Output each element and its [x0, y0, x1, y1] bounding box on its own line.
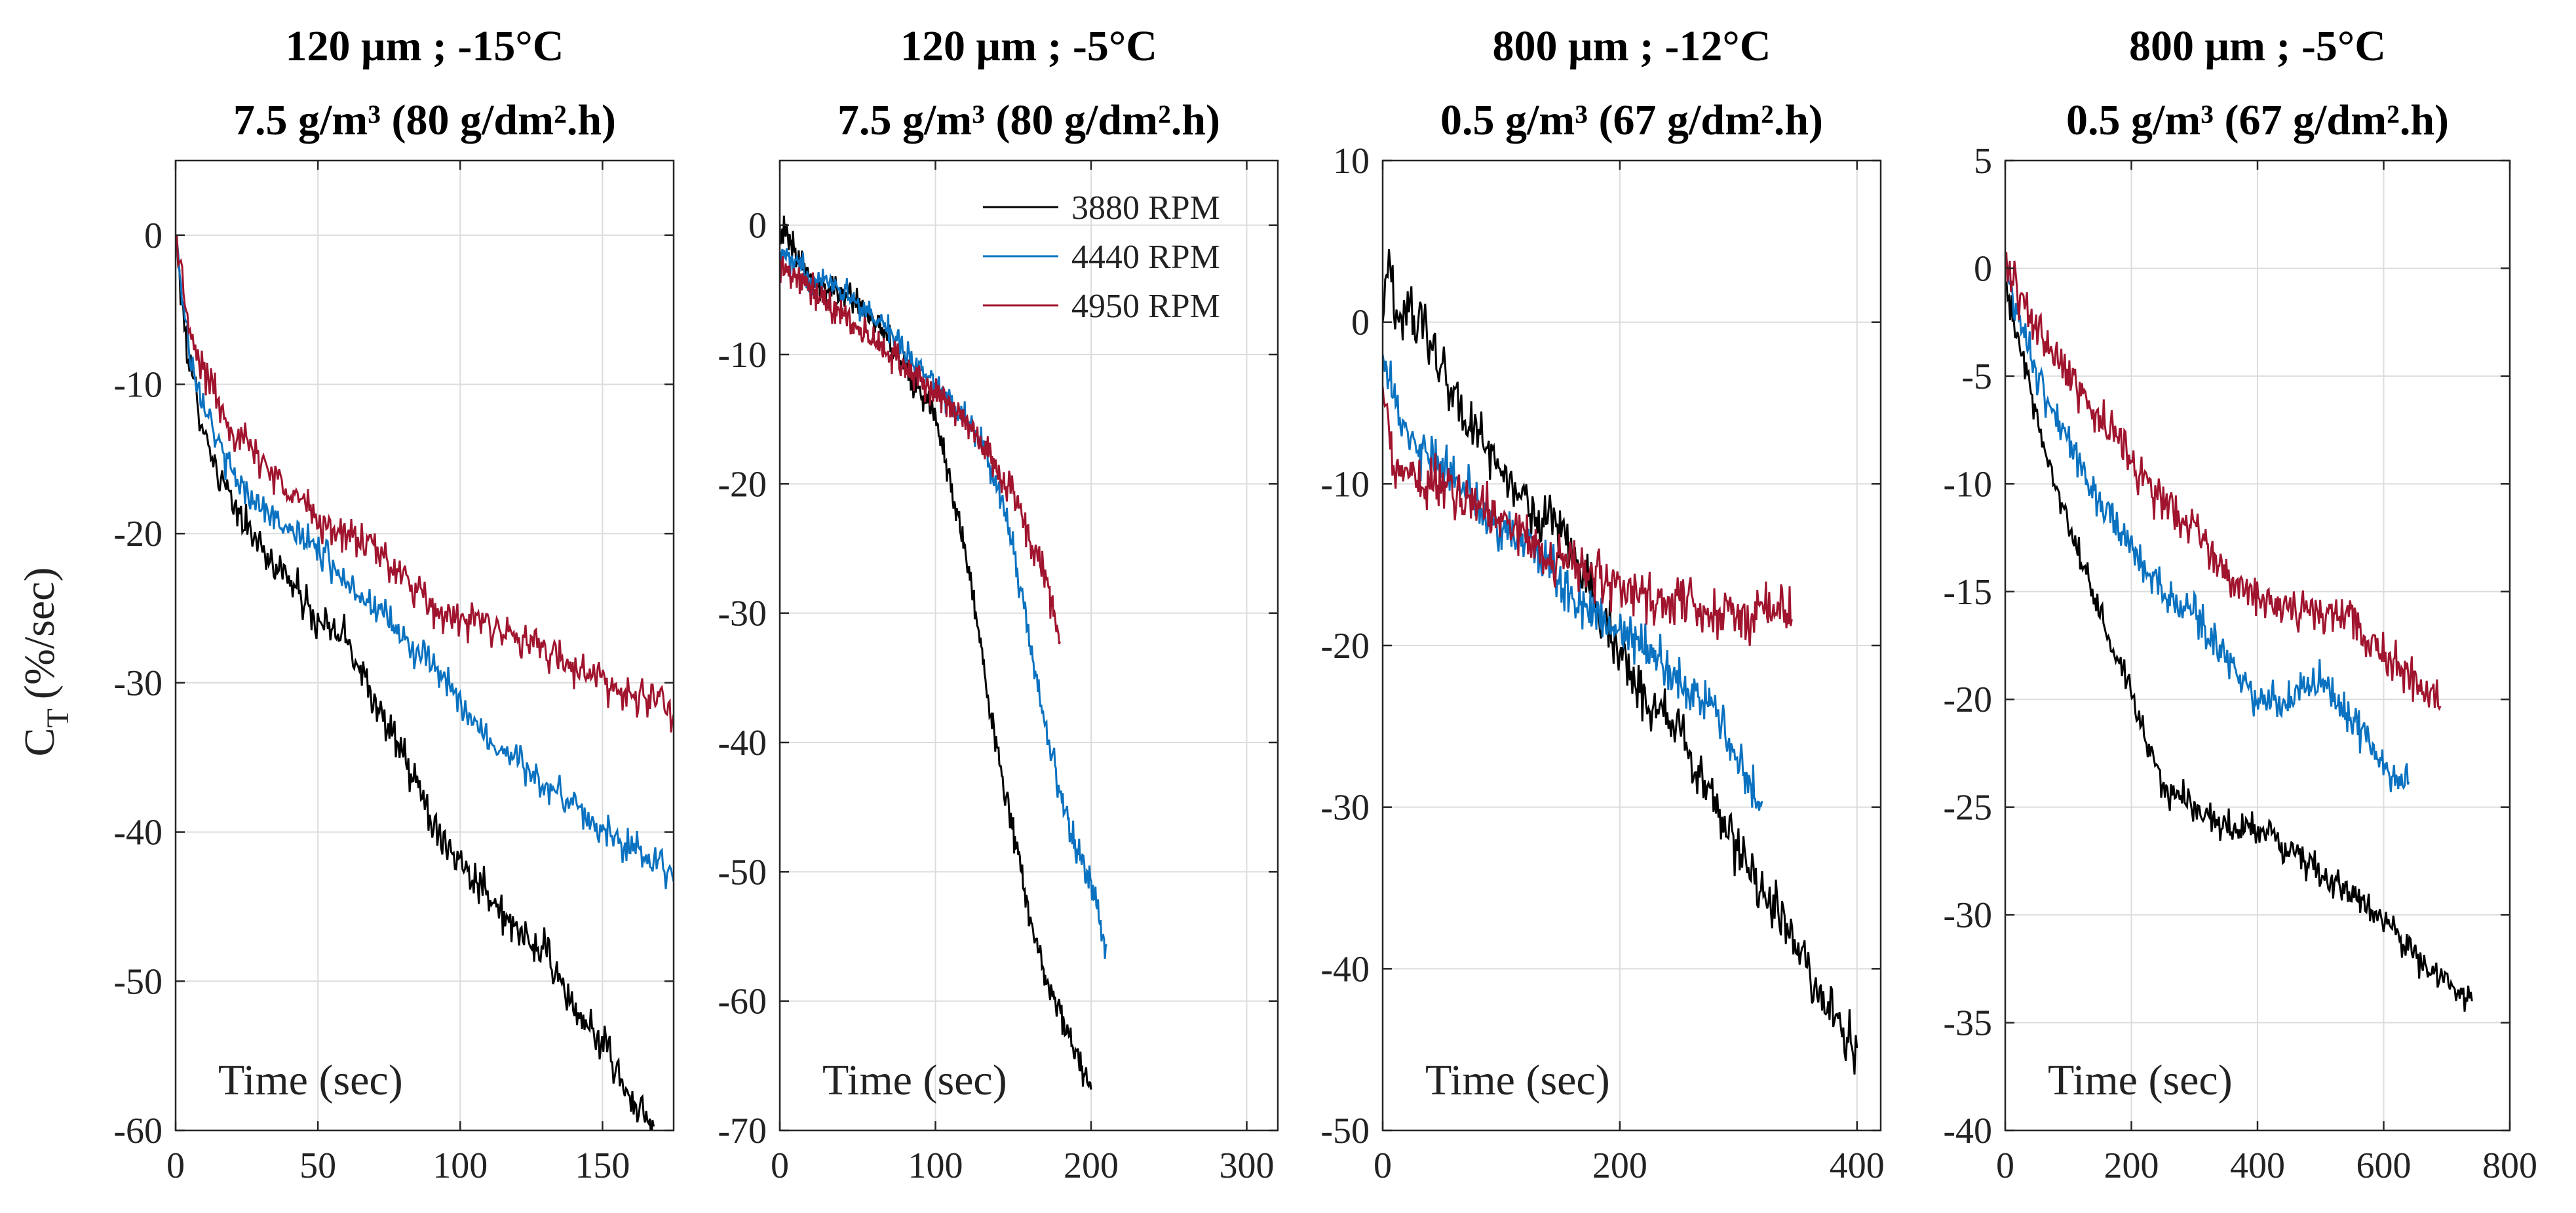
legend-entry-label: 3880 RPM [1071, 189, 1220, 227]
y-tick-label: -20 [718, 464, 767, 505]
x-axis-label: Time (sec) [822, 1056, 1007, 1104]
x-axis-label: Time (sec) [1425, 1056, 1610, 1104]
y-tick-label: -40 [1320, 949, 1370, 990]
x-tick-label: 200 [1064, 1146, 1119, 1186]
x-tick-label: 50 [299, 1146, 336, 1186]
series-line-3880-rpm [2005, 281, 2473, 1012]
legend-entry-label: 4950 RPM [1071, 288, 1220, 325]
x-axis-label: Time (sec) [2048, 1056, 2233, 1104]
y-tick-label: -20 [113, 514, 163, 554]
panel-title-line2: 7.5 g/m³ (80 g/dm².h) [837, 96, 1220, 144]
y-tick-label: 0 [1351, 303, 1370, 343]
y-tick-label: -40 [1943, 1111, 1992, 1151]
x-tick-label: 100 [908, 1146, 963, 1186]
x-tick-label: 0 [1374, 1146, 1392, 1186]
y-tick-label: 5 [1974, 141, 1992, 182]
x-tick-label: 0 [771, 1146, 789, 1186]
series-line-3880-rpm [176, 235, 655, 1130]
plot-area-frame [779, 159, 1279, 1132]
series-line-4950-rpm [176, 234, 674, 733]
panel-title-line1: 800 μm ; -12°C [1493, 22, 1771, 70]
y-tick-label: -70 [718, 1111, 767, 1151]
x-tick-label: 0 [1996, 1146, 2014, 1186]
y-axis-label-units: (%/sec) [16, 568, 64, 700]
series-line-4950-rpm [2005, 252, 2442, 711]
y-tick-label: -15 [1943, 572, 1992, 613]
y-axis-label-subscript: T [41, 708, 75, 727]
x-tick-label: 800 [2482, 1146, 2537, 1186]
panel-title-line1: 800 μm ; -5°C [2129, 22, 2386, 70]
x-tick-label: 600 [2356, 1146, 2412, 1186]
legend: 3880 RPM 4440 RPM 4950 RPM [983, 189, 1220, 325]
y-tick-label: -50 [113, 961, 163, 1002]
panel-title-line2: 7.5 g/m³ (80 g/dm².h) [233, 96, 616, 144]
x-tick-label: 400 [1830, 1146, 1885, 1186]
y-tick-label: 10 [1333, 141, 1370, 182]
y-tick-label: 0 [748, 206, 767, 246]
y-tick-label: -10 [1320, 464, 1370, 505]
x-tick-label: 150 [575, 1146, 630, 1186]
series-line-4440-rpm [176, 235, 674, 889]
y-tick-label: 0 [1974, 248, 1992, 289]
panel-title-line2: 0.5 g/m³ (67 g/dm².h) [1440, 96, 1823, 144]
y-tick-label: -30 [1320, 788, 1370, 828]
y-tick-label: -40 [718, 723, 767, 763]
series-line-4440-rpm [2005, 256, 2410, 792]
x-tick-label: 200 [2104, 1146, 2159, 1186]
y-tick-label: -60 [113, 1111, 163, 1151]
chart-panel-1: 120 μm ; -15°C 7.5 g/m³ (80 g/dm².h) -60 -5… [113, 22, 675, 1186]
y-tick-label: -10 [718, 335, 767, 375]
series-line-3880-rpm [1383, 249, 1858, 1075]
panel-title-line1: 120 μm ; -15°C [286, 22, 564, 70]
y-tick-label: -50 [1320, 1111, 1370, 1151]
series-line-4440-rpm [1383, 354, 1763, 811]
x-tick-label: 300 [1220, 1146, 1275, 1186]
y-tick-label: -20 [1320, 626, 1370, 666]
y-tick-label: -35 [1943, 1003, 1992, 1044]
y-tick-label: 0 [144, 216, 163, 256]
x-axis-label: Time (sec) [218, 1056, 403, 1104]
y-axis-label-main: C [16, 727, 64, 756]
chart-panel-2: 120 μm ; -5°C 7.5 g/m³ (80 g/dm².h) -70 -60… [718, 22, 1279, 1186]
y-tick-label: -30 [1943, 895, 1992, 936]
x-tick-label: 100 [433, 1146, 488, 1186]
x-tick-label: 0 [166, 1146, 185, 1186]
y-tick-label: -10 [113, 365, 163, 406]
y-tick-label: -5 [1961, 356, 1992, 397]
chart-panel-3: 800 μm ; -12°C 0.5 g/m³ (67 g/dm².h) -50 -4… [1320, 22, 1884, 1186]
y-tick-label: -20 [1943, 680, 1992, 720]
y-tick-label: -30 [113, 663, 163, 704]
y-tick-label: -10 [1943, 464, 1992, 505]
series-line-4950-rpm [780, 256, 1061, 645]
y-tick-label: -30 [718, 594, 767, 634]
y-tick-label: -60 [718, 982, 767, 1022]
chart-panel-4: 800 μm ; -5°C 0.5 g/m³ (67 g/dm².h) -40 -35… [1943, 22, 2537, 1186]
x-tick-label: 400 [2230, 1146, 2285, 1186]
panel-title-line1: 120 μm ; -5°C [900, 22, 1157, 70]
y-tick-label: -50 [718, 852, 767, 893]
series-line-4950-rpm [1383, 387, 1793, 646]
y-axis-label: CT (%/sec) [16, 568, 75, 757]
panel-title-line2: 0.5 g/m³ (67 g/dm².h) [2066, 96, 2449, 144]
y-tick-label: -40 [113, 813, 163, 853]
y-tick-label: -25 [1943, 788, 1992, 828]
x-tick-label: 200 [1592, 1146, 1647, 1186]
plot-area-frame [174, 159, 675, 1132]
legend-entry-label: 4440 RPM [1071, 239, 1220, 276]
